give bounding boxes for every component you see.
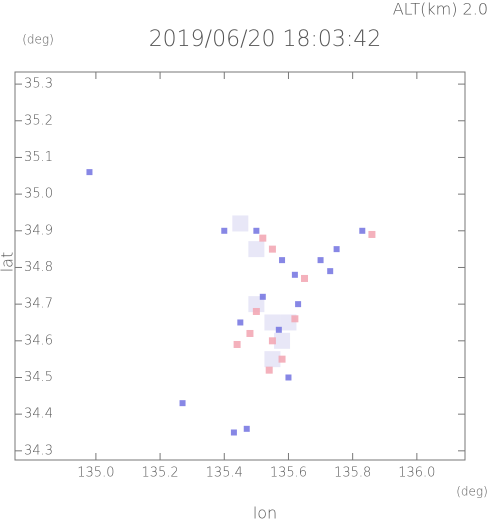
y-tick-label: 35.0 [24,187,53,202]
echo-cell [259,293,266,300]
chart-title: 2019/06/20 18:03:42 [149,27,382,52]
y-tick-label: 35.2 [24,113,53,128]
echo-cell [327,268,334,275]
echo-cell [246,329,254,337]
echo-cell [230,429,237,436]
y-tick-label: 34.8 [24,260,53,275]
echo-cell [285,374,292,381]
x-tick-label: 135.4 [206,466,243,481]
echo-cell [243,425,250,432]
echo-cell [265,366,273,374]
y-tick-label: 34.3 [24,443,53,458]
plot-frame [14,71,466,461]
echo-cell [278,355,286,363]
altitude: ALT(km) 2.0 [393,0,488,19]
echo-cell [268,337,276,345]
y-tick-label: 34.9 [24,223,53,238]
echo-cell [301,274,309,282]
x-tick-label: 135.8 [334,466,371,481]
echo-cell [264,314,281,331]
y-tick-label: 35.1 [24,150,53,165]
echo-cell [233,340,241,348]
echo-cell [333,246,340,253]
echo-cell [248,296,265,313]
echo-cell [268,245,276,253]
echo-cell [264,351,281,368]
y-tick-label: 34.4 [24,407,53,422]
echo-cell [232,215,249,232]
echo-cell [86,169,93,176]
echo-cell [317,257,324,264]
echo-cell [179,400,186,407]
echo-cell [253,227,260,234]
echo-cell [274,332,291,349]
echo-cell [248,241,265,258]
x-tick-label: 135.2 [141,466,178,481]
echo-cell [221,227,228,234]
x-axis-label: lon [253,504,277,521]
y-tick-label: 34.5 [24,370,53,385]
echo-cell [291,315,299,323]
echo-cell [275,326,282,333]
y-tick-label: 35.3 [24,77,53,92]
echo-cell [237,319,244,326]
x-tick-label: 135.0 [77,466,114,481]
echo-cell [259,234,267,242]
y-unit: (deg) [22,33,54,47]
x-tick-label: 135.6 [270,466,307,481]
y-axis-label: lat [0,252,17,273]
x-unit: (deg) [456,485,488,499]
echo-cell [291,271,298,278]
y-tick-label: 34.6 [24,333,53,348]
x-tick-label: 136.0 [398,466,435,481]
y-tick-label: 34.7 [24,297,53,312]
echo-cell [295,301,302,308]
echo-cell [252,307,260,315]
echo-cell [368,230,376,238]
echo-cell [279,257,286,264]
echo-cell [359,227,366,234]
